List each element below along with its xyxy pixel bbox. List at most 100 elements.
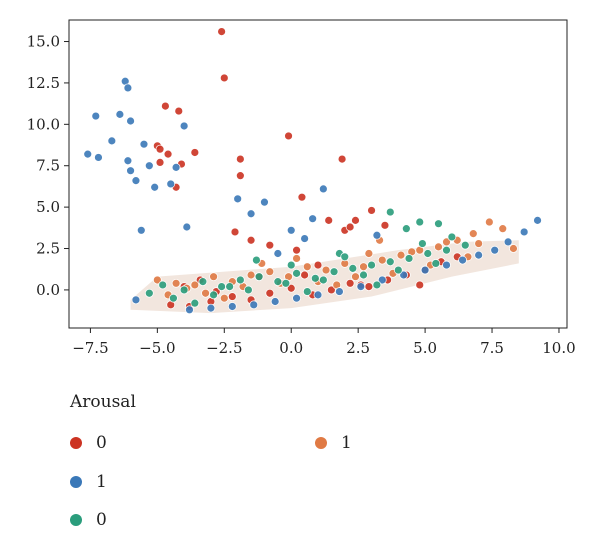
data-point xyxy=(115,109,125,119)
legend-item-1: 1 xyxy=(315,433,352,453)
data-point xyxy=(201,288,210,298)
data-point xyxy=(335,287,344,296)
data-point xyxy=(171,278,181,288)
data-point xyxy=(324,215,334,225)
data-point xyxy=(351,272,360,282)
data-point xyxy=(302,287,312,296)
legend-label: 0 xyxy=(96,510,107,530)
data-point xyxy=(302,262,312,272)
data-point xyxy=(359,270,368,280)
data-point xyxy=(252,255,261,265)
data-point xyxy=(233,194,243,204)
data-point xyxy=(91,111,101,121)
data-point xyxy=(270,297,280,306)
data-point xyxy=(340,252,350,262)
scatter-chart: −7.5 −5.0 −2.5 0.0 2.5 5.0 7.5 10.0 0.0 2.5 5.0 7.… xyxy=(27,19,576,357)
data-point xyxy=(308,214,318,224)
data-point xyxy=(144,288,154,298)
data-point xyxy=(152,275,162,285)
data-point xyxy=(503,237,513,247)
data-point xyxy=(126,166,135,176)
data-point xyxy=(155,158,165,167)
data-point xyxy=(206,303,216,313)
data-point xyxy=(190,280,200,290)
data-point xyxy=(297,192,307,202)
data-point xyxy=(418,239,427,248)
data-point xyxy=(171,162,181,172)
data-point xyxy=(107,136,117,146)
data-point xyxy=(292,254,301,263)
data-point xyxy=(217,27,227,36)
legend-marker-icon xyxy=(70,514,82,526)
y-tick-label: 5.0 xyxy=(36,198,60,216)
data-point xyxy=(300,270,310,280)
data-point xyxy=(94,153,103,162)
data-point xyxy=(345,222,355,232)
data-point xyxy=(372,280,382,290)
x-tick-label: −7.5 xyxy=(72,339,108,357)
data-point xyxy=(155,144,165,154)
data-point xyxy=(401,224,411,234)
data-point xyxy=(415,280,425,290)
legend-marker-icon xyxy=(315,437,327,449)
data-point xyxy=(136,225,146,235)
data-point xyxy=(131,295,141,305)
legend-item-3: 0 xyxy=(70,510,107,530)
data-point xyxy=(372,230,382,240)
data-point xyxy=(337,154,347,164)
data-point xyxy=(273,277,283,287)
data-point xyxy=(179,285,189,295)
data-point xyxy=(399,270,409,280)
data-point xyxy=(321,265,331,275)
data-point xyxy=(431,259,441,268)
data-point xyxy=(509,244,518,253)
data-point xyxy=(227,302,237,311)
data-point xyxy=(348,263,358,273)
data-point xyxy=(292,293,301,303)
data-point xyxy=(246,235,256,245)
data-point xyxy=(286,283,296,293)
data-point xyxy=(313,290,323,300)
legend-label: 0 xyxy=(96,433,107,453)
x-tick-label: 7.5 xyxy=(480,339,504,357)
data-point xyxy=(83,149,93,159)
data-point xyxy=(123,83,133,93)
data-point xyxy=(217,282,227,292)
data-point xyxy=(310,273,320,283)
x-tick-label: −2.5 xyxy=(206,339,242,357)
data-point xyxy=(139,139,149,149)
plot-frame xyxy=(68,19,568,329)
x-tick-label: 5.0 xyxy=(413,339,437,357)
x-tick-label: −5.0 xyxy=(139,339,175,357)
data-point xyxy=(300,234,310,243)
data-point xyxy=(273,249,283,258)
data-point xyxy=(367,260,376,270)
data-point xyxy=(458,255,467,265)
data-point xyxy=(447,232,457,242)
x-tick-label: 0.0 xyxy=(279,339,303,357)
data-point xyxy=(420,265,430,275)
data-point xyxy=(230,227,240,237)
data-point xyxy=(356,282,366,292)
data-point xyxy=(158,280,168,290)
data-point xyxy=(284,131,293,141)
legend-title: Arousal xyxy=(70,392,136,412)
data-point xyxy=(380,220,390,230)
data-point xyxy=(179,121,189,131)
data-point xyxy=(415,217,425,227)
y-tick-label: 10.0 xyxy=(27,115,60,133)
data-point xyxy=(227,292,237,301)
data-point xyxy=(235,171,245,181)
data-point xyxy=(254,272,264,282)
data-point xyxy=(364,282,374,292)
data-point xyxy=(367,206,376,215)
data-point xyxy=(377,275,387,285)
legend-label: 1 xyxy=(341,433,352,453)
data-point xyxy=(286,225,296,235)
data-point xyxy=(442,245,451,255)
legend-marker-icon xyxy=(70,476,82,488)
data-point xyxy=(498,224,508,234)
data-point xyxy=(260,197,269,207)
data-point xyxy=(442,260,451,270)
data-point xyxy=(246,270,256,280)
